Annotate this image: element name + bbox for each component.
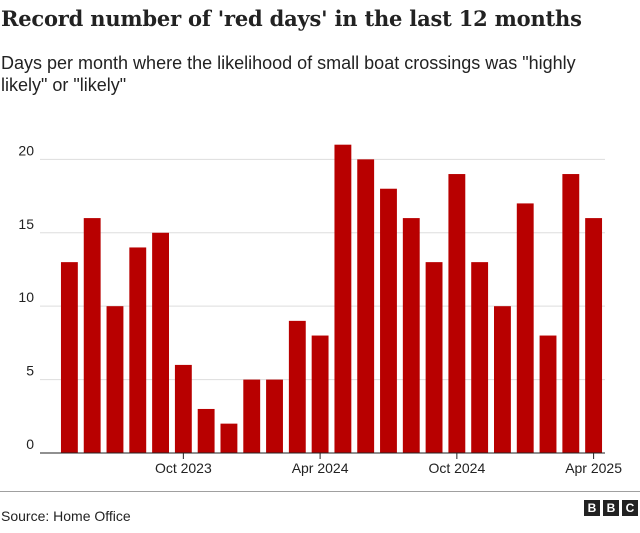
bar	[516, 203, 534, 453]
bbc-logo: B B C	[584, 500, 638, 516]
y-tick-label: 20	[18, 142, 34, 158]
bar	[174, 364, 192, 453]
bar-chart: 0 5 10 15 20 Oct 2023 Apr 2024 Oct 2024 Apr 202…	[18, 142, 622, 476]
logo-letter: B	[584, 500, 600, 516]
bar	[220, 423, 238, 453]
logo-letter: C	[622, 500, 638, 516]
bar	[380, 188, 397, 453]
bar	[585, 218, 603, 453]
bar	[494, 306, 511, 453]
source-note: Source: Home Office	[1, 508, 131, 524]
x-axis-ticks: Oct 2023 Apr 2024 Oct 2024 Apr 2025	[155, 453, 622, 476]
bar	[425, 262, 443, 453]
bar	[311, 335, 329, 453]
x-tick-label: Oct 2023	[155, 460, 212, 476]
bar	[562, 174, 580, 453]
x-tick-label: Apr 2024	[292, 460, 349, 476]
y-tick-label: 5	[26, 363, 34, 379]
bar	[83, 218, 101, 453]
bars	[60, 144, 603, 453]
bar	[60, 262, 78, 453]
bar	[471, 262, 489, 453]
y-tick-label: 0	[26, 436, 34, 452]
bar	[152, 232, 169, 453]
y-tick-label: 15	[18, 216, 34, 232]
chart-subtitle: Days per month where the likelihood of s…	[1, 53, 576, 95]
bar	[129, 247, 147, 453]
bar	[243, 379, 261, 453]
y-tick-label: 10	[18, 289, 34, 305]
y-axis-ticks: 0 5 10 15 20	[18, 142, 34, 452]
bar	[402, 218, 420, 453]
bar	[197, 408, 215, 453]
x-tick-label: Oct 2024	[428, 460, 485, 476]
bar	[334, 144, 352, 453]
bar	[106, 306, 124, 453]
x-tick-label: Apr 2025	[565, 460, 622, 476]
bar	[288, 320, 306, 453]
chart-title: Record number of 'red days' in the last …	[1, 6, 582, 31]
bar	[266, 379, 283, 453]
bar	[357, 159, 375, 453]
logo-letter: B	[603, 500, 619, 516]
footer-divider	[0, 491, 640, 492]
bar	[448, 174, 466, 453]
bar	[539, 335, 557, 453]
